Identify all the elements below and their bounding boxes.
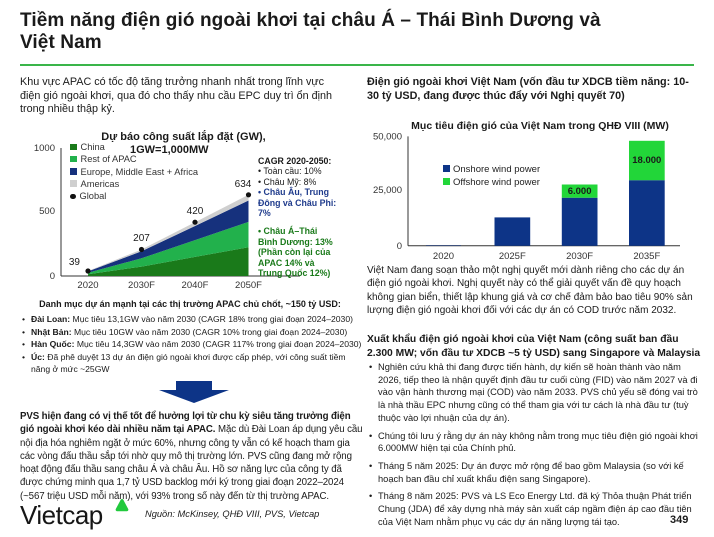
svg-text:634: 634 (235, 179, 252, 190)
svg-text:2030F: 2030F (566, 251, 593, 262)
svg-text:2020: 2020 (433, 251, 454, 262)
svg-text:50,000: 50,000 (373, 133, 402, 143)
svg-text:2030F: 2030F (128, 280, 155, 291)
svg-text:2020: 2020 (77, 280, 98, 291)
svg-text:420: 420 (187, 206, 204, 217)
svg-text:1000: 1000 (34, 143, 55, 154)
svg-text:Onshore wind power: Onshore wind power (453, 164, 540, 175)
svg-text:207: 207 (133, 233, 150, 244)
svg-text:39: 39 (69, 257, 81, 268)
svg-text:Offshore wind power: Offshore wind power (453, 177, 540, 188)
svg-text:0: 0 (50, 271, 55, 282)
svg-text:25,000: 25,000 (373, 185, 402, 196)
svg-text:2040F: 2040F (182, 280, 209, 291)
svg-text:2050F: 2050F (235, 280, 262, 291)
svg-text:2025F: 2025F (499, 251, 526, 262)
svg-text:500: 500 (39, 206, 55, 217)
svg-text:18.000: 18.000 (632, 155, 661, 166)
svg-text:0: 0 (397, 241, 402, 252)
svg-text:6.000: 6.000 (568, 186, 592, 197)
svg-text:2035F: 2035F (633, 251, 660, 262)
